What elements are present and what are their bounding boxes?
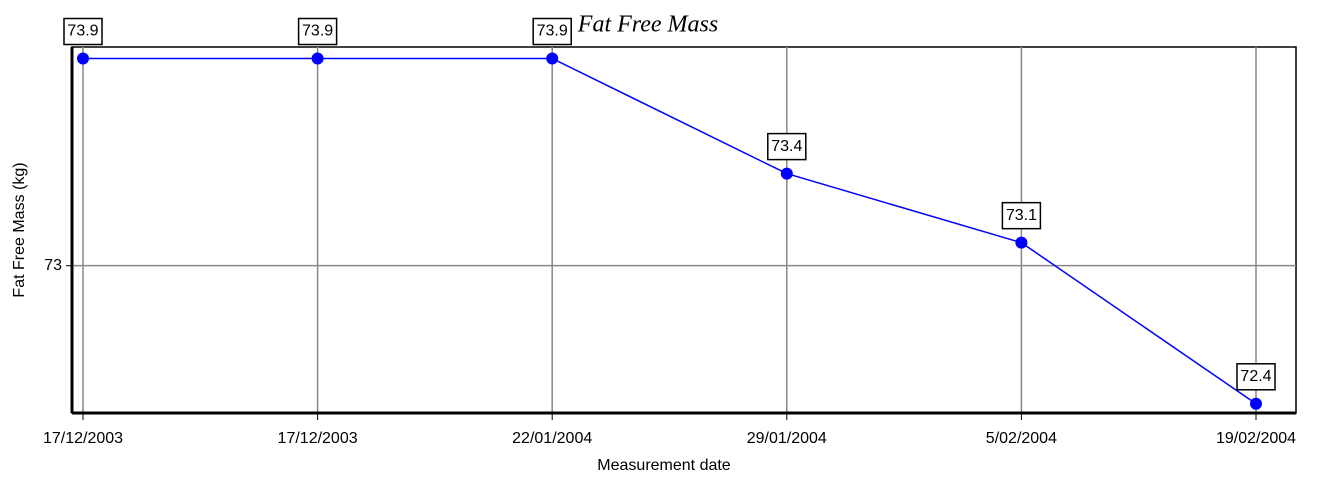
- value-label: 73.9: [532, 17, 572, 46]
- point: [1015, 236, 1028, 249]
- line: [83, 57, 1257, 405]
- value-label-box: [63, 17, 103, 46]
- x-tick-label: 5/02/2004: [986, 430, 1057, 447]
- value-label-text: 73.9: [67, 23, 98, 40]
- x-tick-label: 29/01/2004: [747, 430, 827, 447]
- value-label-box: [1001, 201, 1042, 230]
- value-label: 73.9: [297, 17, 338, 46]
- value-label: 72.4: [1236, 363, 1276, 391]
- plot-area: [71, 46, 1297, 414]
- value-label: 73.1: [1001, 201, 1042, 230]
- value-label-text: 73.9: [537, 23, 568, 40]
- value-label-box: [532, 17, 572, 46]
- value-label: 73.9: [63, 17, 103, 46]
- y-tick-label: 73: [44, 257, 62, 274]
- x-tick-label: 22/01/2004: [512, 430, 592, 447]
- chart-title: Fat Free Mass: [577, 12, 718, 38]
- x-tick-label: 17/12/2003: [43, 430, 123, 447]
- value-label-text: 73.4: [771, 138, 802, 155]
- value-label-text: 72.4: [1240, 368, 1271, 385]
- value-label-box: [297, 17, 338, 46]
- point: [311, 52, 324, 65]
- y-axis-label: Fat Free Mass (kg): [11, 162, 28, 297]
- x-axis-label: Measurement date: [597, 457, 731, 474]
- point: [780, 167, 793, 180]
- point: [1250, 397, 1262, 410]
- value-label-box: [1236, 363, 1276, 391]
- value-label-box: [767, 132, 807, 161]
- point: [77, 52, 89, 65]
- value-label: 73.4: [767, 132, 807, 161]
- x-tick-label: 19/02/2004: [1216, 430, 1296, 447]
- x-tick-label: 17/12/2003: [278, 430, 358, 447]
- point: [546, 52, 559, 65]
- value-label-text: 73.9: [302, 23, 333, 40]
- value-label-text: 73.1: [1006, 207, 1037, 224]
